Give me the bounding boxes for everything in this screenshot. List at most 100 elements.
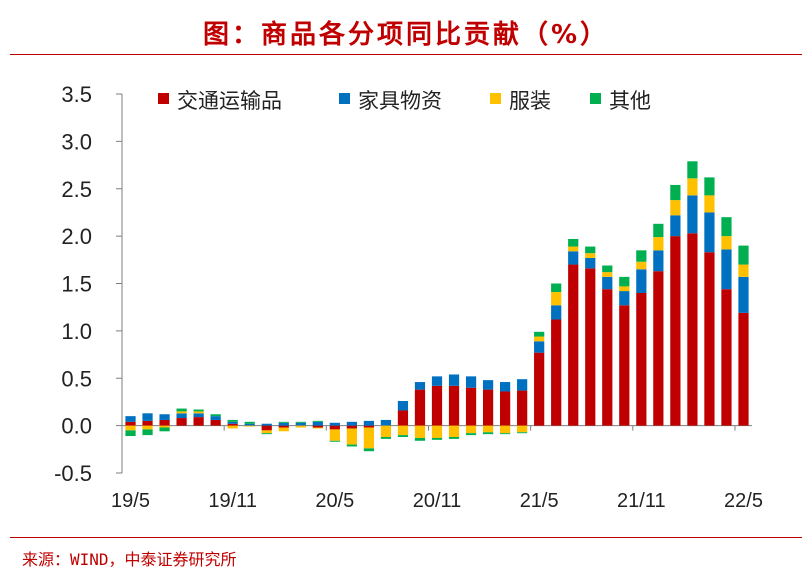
bar-segment (431, 437, 443, 440)
source-rule (10, 537, 802, 538)
bar-segment (568, 251, 579, 265)
bar-segment (414, 389, 426, 426)
legend-label: 交通运输品 (177, 89, 282, 113)
legend-swatch (590, 93, 601, 104)
bar-segment (500, 391, 511, 426)
bar-segment (500, 382, 511, 392)
bar-segment (448, 425, 460, 437)
legend-swatch (339, 93, 350, 104)
bar-segment (465, 376, 477, 388)
bar-segment (414, 437, 426, 441)
bar-segment (312, 425, 323, 428)
source-note: 来源：WIND，中泰证券研究所 (22, 550, 237, 569)
bar-segment (448, 437, 460, 439)
bar-segment (363, 420, 374, 426)
bar-segment (431, 376, 443, 386)
bar-segment (193, 413, 204, 418)
bar-segment (176, 413, 187, 419)
bar-segment (329, 422, 340, 426)
bar-segment (448, 385, 460, 426)
bar-segment (329, 440, 340, 442)
bar-segment (551, 305, 562, 320)
legend-swatch (158, 93, 169, 104)
bar-segment (465, 387, 477, 426)
bar-segment (551, 319, 562, 426)
bar-segment (176, 408, 187, 412)
bar-segment (619, 291, 630, 306)
bar-segment (602, 276, 613, 290)
bar-segment (346, 444, 357, 447)
bar-segment (721, 249, 732, 290)
bar-segment (295, 422, 306, 426)
x-tick-label: 21/5 (520, 490, 559, 512)
bars-layer (125, 161, 749, 452)
y-tick-label: 1.5 (61, 272, 92, 297)
bar-segment (312, 427, 323, 429)
bar-segment (482, 432, 494, 435)
bar-segment (704, 212, 715, 253)
y-tick-label: 2.0 (61, 224, 92, 249)
bar-segment (261, 433, 272, 435)
bar-segment (278, 427, 289, 432)
bar-segment (585, 257, 596, 269)
bar-segment (414, 425, 426, 438)
bar-segment (619, 286, 630, 292)
bar-segment (261, 425, 272, 431)
bar-segment (636, 261, 647, 270)
bar-segment (193, 411, 204, 414)
legend-swatch (490, 93, 501, 104)
bar-segment (738, 312, 749, 426)
bar-segment (534, 336, 545, 342)
legend-item: 交通运输品 (158, 89, 282, 113)
bar-segment (517, 390, 528, 426)
bar-segment (397, 400, 409, 411)
bar-segment (602, 289, 613, 426)
bar-segment (380, 419, 392, 426)
x-axis: 19/5 19/11 20/5 20/11 21/5 21/11 22/5 (111, 425, 763, 512)
bar-segment (278, 422, 289, 426)
legend-label: 服装 (509, 89, 551, 113)
bar-segment (568, 264, 579, 426)
bar-segment (738, 264, 749, 277)
bar-segment (227, 423, 238, 426)
bar-segment (619, 276, 630, 287)
bar-segment (653, 223, 664, 238)
bar-segment (125, 430, 136, 437)
bar-segment (125, 425, 136, 431)
bar-segment (210, 416, 221, 420)
bar-segment (159, 414, 170, 420)
bar-segment (517, 425, 528, 433)
bar-segment (482, 380, 494, 390)
y-tick-label: 3.5 (61, 82, 92, 107)
bar-segment (176, 411, 187, 414)
bar-segment (159, 427, 170, 432)
y-tick-label: 1.0 (61, 319, 92, 344)
bar-segment (159, 419, 170, 426)
bar-segment (670, 200, 681, 216)
bar-segment (482, 425, 494, 433)
bar-segment (585, 268, 596, 426)
bar-segment (227, 419, 238, 422)
bar-segment (346, 425, 357, 429)
bar-segment (465, 433, 477, 436)
bar-segment (142, 429, 153, 436)
x-tick-label: 20/5 (315, 490, 354, 512)
bar-segment (721, 236, 732, 250)
bar-segment (551, 283, 562, 293)
bar-segment (278, 421, 289, 423)
bar-segment (142, 413, 153, 421)
bar-segment (517, 432, 528, 434)
bar-segment (687, 195, 698, 234)
x-tick-label: 19/11 (208, 490, 257, 512)
bar-segment (312, 421, 323, 426)
bar-segment (397, 410, 409, 426)
bar-segment (193, 409, 204, 412)
bar-segment (380, 437, 392, 439)
bar-segment (670, 184, 681, 201)
bar-segment (653, 237, 664, 251)
bar-segment (125, 416, 136, 422)
bar-segment (278, 425, 289, 428)
bar-segment (261, 430, 272, 434)
legend-item: 服装 (490, 89, 551, 113)
bar-segment (448, 374, 460, 386)
